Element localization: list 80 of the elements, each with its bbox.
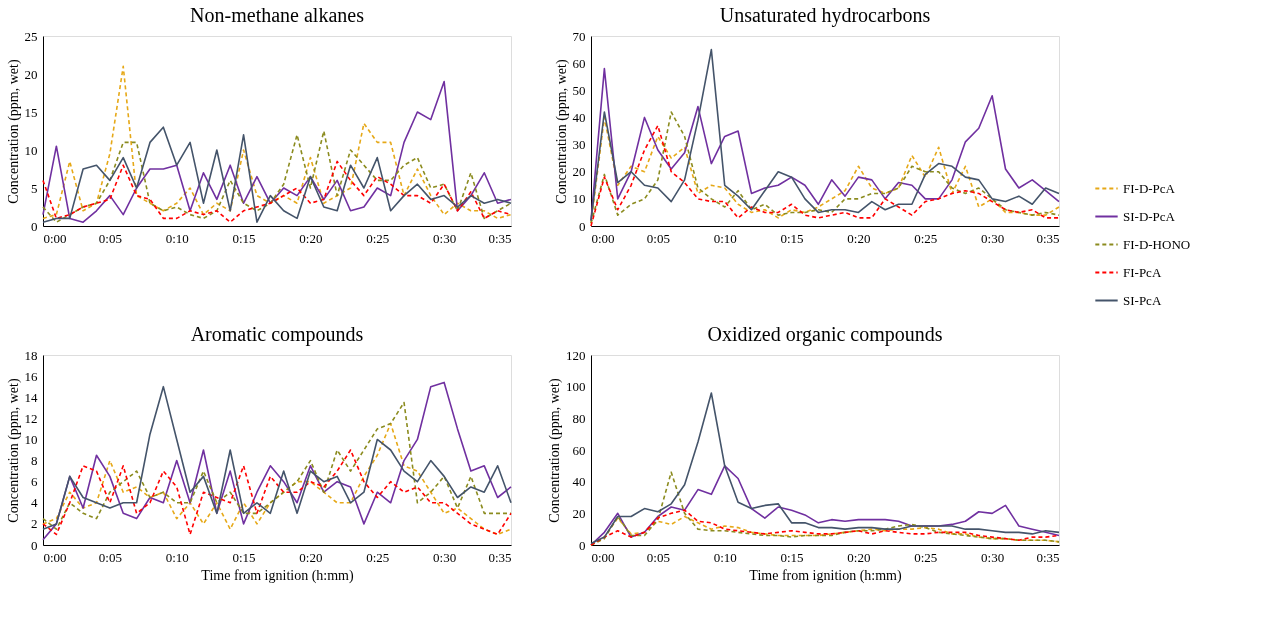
x-tick-label: 0:30 [981, 549, 1005, 565]
x-axis-title: Time from ignition (h:mm) [201, 567, 354, 584]
y-tick-label: 8 [31, 453, 38, 469]
y-tick-label: 80 [572, 410, 586, 426]
x-tick-label: 0:00 [591, 230, 615, 246]
y-tick-label: 16 [24, 368, 38, 384]
y-tick-label: 10 [572, 191, 586, 207]
line-series [42, 449, 512, 536]
y-tick-label: 5 [31, 180, 38, 196]
x-tick-label: 0:25 [366, 230, 390, 246]
y-tick-label: 10 [24, 142, 38, 158]
x-tick-label: 0:15 [780, 549, 804, 565]
x-tick-label: 0:30 [433, 230, 457, 246]
x-tick-label: 0:00 [43, 230, 67, 246]
y-axis-title: Concentration (ppm, wet) [5, 59, 22, 204]
x-tick-label: 0:20 [847, 549, 871, 565]
x-tick-label: 0:05 [98, 230, 122, 246]
y-tick-label: 20 [572, 505, 586, 521]
y-tick-label: 10 [24, 431, 38, 447]
y-tick-label: 2 [31, 516, 38, 532]
x-tick-label: 0:10 [165, 230, 189, 246]
y-tick-label: 20 [24, 66, 38, 82]
x-tick-label: 0:05 [98, 549, 122, 565]
chart-title: Non-methane alkanes [190, 4, 365, 26]
y-tick-label: 40 [572, 109, 586, 125]
x-tick-label: 0:20 [299, 549, 323, 565]
x-tick-label: 0:25 [914, 230, 938, 246]
y-tick-label: 4 [31, 495, 38, 511]
legend-label: SI-PcA [1123, 292, 1162, 308]
x-tick-label: 0:15 [232, 230, 256, 246]
legend-label: FI-D-HONO [1123, 236, 1191, 252]
chart-title: Unsaturated hydrocarbons [719, 4, 931, 27]
x-tick-label: 0:15 [780, 230, 804, 246]
y-tick-label: 50 [572, 82, 586, 98]
x-tick-label: 0:05 [646, 230, 670, 246]
x-tick-label: 0:25 [914, 549, 938, 565]
x-tick-label: 0:35 [1036, 549, 1060, 565]
y-tick-label: 120 [566, 347, 586, 363]
x-tick-label: 0:00 [591, 549, 615, 565]
x-tick-label: 0:30 [981, 230, 1005, 246]
y-tick-label: 40 [572, 474, 586, 490]
line-series [42, 422, 512, 536]
y-tick-label: 14 [24, 389, 38, 405]
y-axis-title: Concentration (ppm, wet) [553, 59, 570, 204]
y-tick-label: 0 [579, 537, 586, 553]
y-axis-title: Concentration (ppm, wet) [547, 378, 563, 523]
y-tick-label: 0 [579, 218, 586, 234]
x-tick-label: 0:35 [1036, 230, 1060, 246]
legend-label: SI-D-PcA [1123, 208, 1176, 224]
x-tick-label: 0:15 [232, 549, 256, 565]
y-tick-label: 30 [572, 137, 586, 153]
x-tick-label: 0:30 [433, 549, 457, 565]
x-tick-label: 0:05 [646, 549, 670, 565]
y-tick-label: 0 [31, 537, 38, 553]
x-tick-label: 0:20 [299, 230, 323, 246]
x-tick-label: 0:35 [488, 230, 512, 246]
x-tick-label: 0:35 [488, 549, 512, 565]
y-tick-label: 20 [572, 164, 586, 180]
x-tick-label: 0:25 [366, 549, 390, 565]
y-tick-label: 60 [572, 55, 586, 71]
y-tick-label: 100 [566, 379, 586, 395]
y-tick-label: 60 [572, 442, 586, 458]
y-tick-label: 15 [24, 104, 38, 120]
y-tick-label: 25 [24, 28, 38, 44]
x-tick-label: 0:10 [165, 549, 189, 565]
y-tick-label: 0 [31, 218, 38, 234]
chart-title: Oxidized organic compounds [707, 323, 943, 346]
x-tick-label: 0:10 [713, 549, 737, 565]
y-tick-label: 12 [24, 410, 38, 426]
legend-label: FI-PcA [1123, 264, 1162, 280]
y-tick-label: 18 [24, 347, 38, 363]
x-axis-title: Time from ignition (h:mm) [749, 567, 902, 584]
x-tick-label: 0:20 [847, 230, 871, 246]
x-tick-label: 0:00 [43, 549, 67, 565]
legend-label: FI-D-PcA [1123, 180, 1176, 196]
chart-title: Aromatic compounds [190, 323, 364, 346]
y-tick-label: 6 [31, 474, 38, 490]
y-tick-label: 70 [572, 28, 586, 44]
x-tick-label: 0:10 [713, 230, 737, 246]
y-axis-title: Concentration (ppm, wet) [5, 378, 22, 523]
